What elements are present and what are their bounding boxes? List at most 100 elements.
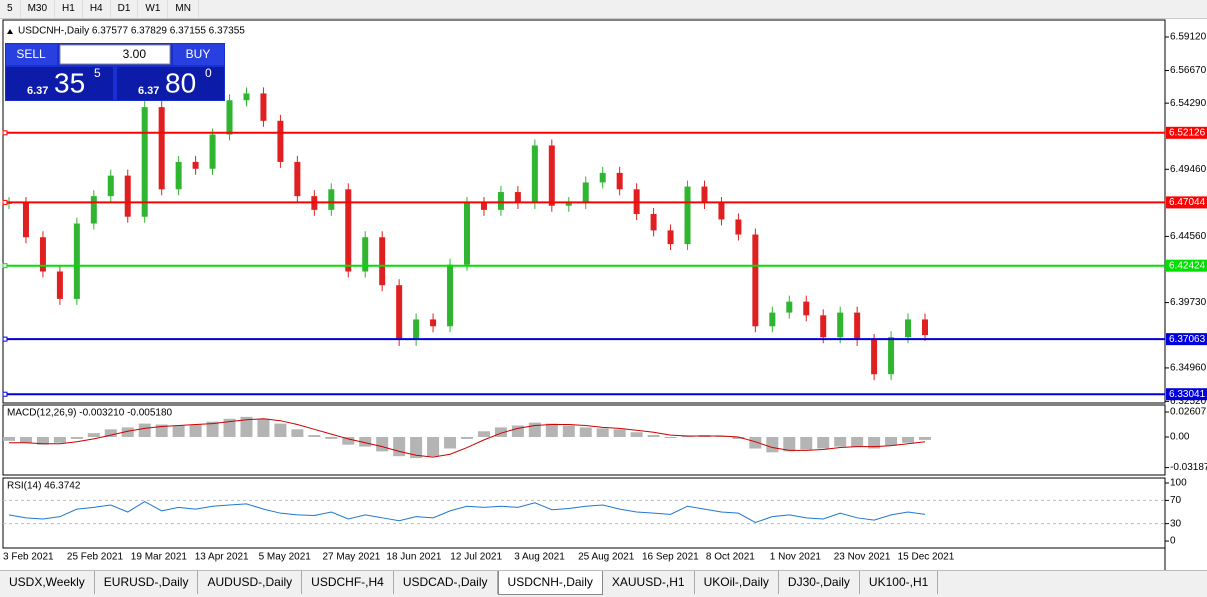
macd-bar [783,437,796,452]
level-handle [2,263,8,269]
macd-bar [494,427,507,438]
candle [328,189,335,210]
date-label: 25 Aug 2021 [578,552,635,563]
candle [752,234,759,327]
buy-price-big: 6.37 [138,85,159,97]
level-label-box [1166,259,1207,272]
macd-bar [19,437,32,443]
candle [39,237,46,272]
candle [175,161,182,190]
macd-label: 0.00 [1170,432,1190,443]
date-label: 3 Feb 2021 [3,552,54,563]
macd-bar [223,418,236,438]
rsi-label: 30 [1170,518,1182,529]
sell-price-box[interactable] [6,67,113,100]
timeframe-button[interactable]: MN [168,0,199,18]
macd-bar [444,437,457,449]
timeframe-button[interactable]: W1 [138,0,169,18]
macd-bar [240,416,253,438]
candle [616,172,623,190]
candle [735,219,742,235]
macd-bar [630,432,643,438]
chart-tab[interactable]: USDCHF-,H4 [302,571,394,594]
candle [837,312,844,338]
timeframe-button[interactable]: D1 [111,0,139,18]
date-label: 1 Nov 2021 [770,552,822,563]
price-label: 6.49460 [1170,164,1207,175]
date-label: 5 May 2021 [259,552,312,563]
candle [345,189,352,272]
candle [871,339,878,375]
chart-tab[interactable]: USDCNH-,Daily [497,571,603,595]
candle [90,196,97,224]
macd-label: -0.031872 [1170,462,1207,473]
chart-tab[interactable]: DJ30-,Daily [779,571,860,594]
level-label: 6.47044 [1169,197,1206,208]
macd-bar [36,437,49,445]
timeframe-button[interactable]: H1 [55,0,83,18]
buy-price-box[interactable] [117,67,224,100]
candle [650,213,657,231]
chart-tab[interactable]: EURUSD-,Daily [95,571,199,594]
rsi-line [8,500,926,524]
macd-bar [3,437,15,441]
chart-tab[interactable]: AUDUSD-,Daily [198,571,303,594]
macd-bar [257,418,270,438]
chart-tab[interactable]: USDX,Weekly [0,571,95,594]
level-label: 6.33041 [1169,389,1206,400]
macd-bar [511,425,524,438]
macd-bar [579,427,592,438]
date-label: 19 Mar 2021 [131,552,188,563]
timeframe-button[interactable]: 5 [0,0,21,18]
chart-tab[interactable]: UK100-,H1 [860,571,939,594]
candle [718,203,725,220]
macd-bar [477,431,490,438]
candle [6,203,12,205]
timeframe-button[interactable]: M30 [21,0,56,18]
candle [667,230,674,245]
level-label-box [1166,333,1207,346]
macd-bar [359,437,372,447]
timeframe-button[interactable]: H4 [83,0,111,18]
candle [565,203,572,206]
macd-bar [291,429,304,438]
macd-bar [613,429,626,438]
price-label: 6.54290 [1170,98,1207,109]
date-label: 13 Apr 2021 [195,552,249,563]
macd-bar [902,437,915,443]
macd-bar [868,437,881,449]
macd-bar [732,437,745,439]
buy-button[interactable] [173,44,224,65]
level-handle [2,391,8,397]
date-label: 25 Feb 2021 [67,552,124,563]
macd-bar [121,427,134,438]
level-label-box [1166,126,1207,139]
macd-bar [766,437,779,453]
chart-tab[interactable]: UKOil-,Daily [695,571,779,594]
candle [803,301,810,316]
price-label: 6.56670 [1170,65,1207,76]
title-icon [7,29,13,34]
candle [820,315,827,338]
price-label: 6.39730 [1170,297,1207,308]
candle [497,192,504,210]
candle [548,145,555,206]
sell-price-pips: 35 [54,67,85,98]
candle [209,134,216,169]
candle [277,120,284,162]
lot-field [59,44,171,65]
sell-button[interactable] [6,44,57,65]
level-handle [2,336,8,342]
macd-bar [308,435,321,438]
chart-tab[interactable]: XAUUSD-,H1 [603,571,695,594]
candle [480,203,487,210]
chart-tab[interactable]: USDCAD-,Daily [394,571,498,594]
candle [260,93,267,121]
date-label: 12 Jul 2021 [450,552,502,563]
candle [73,223,80,299]
macd-bar [800,437,813,450]
price-label: 6.59120 [1170,32,1207,43]
macd-bar [834,437,847,447]
tab-bar: USDX,Weekly EURUSD-,Daily AUDUSD-,Daily USD… [0,570,1207,597]
